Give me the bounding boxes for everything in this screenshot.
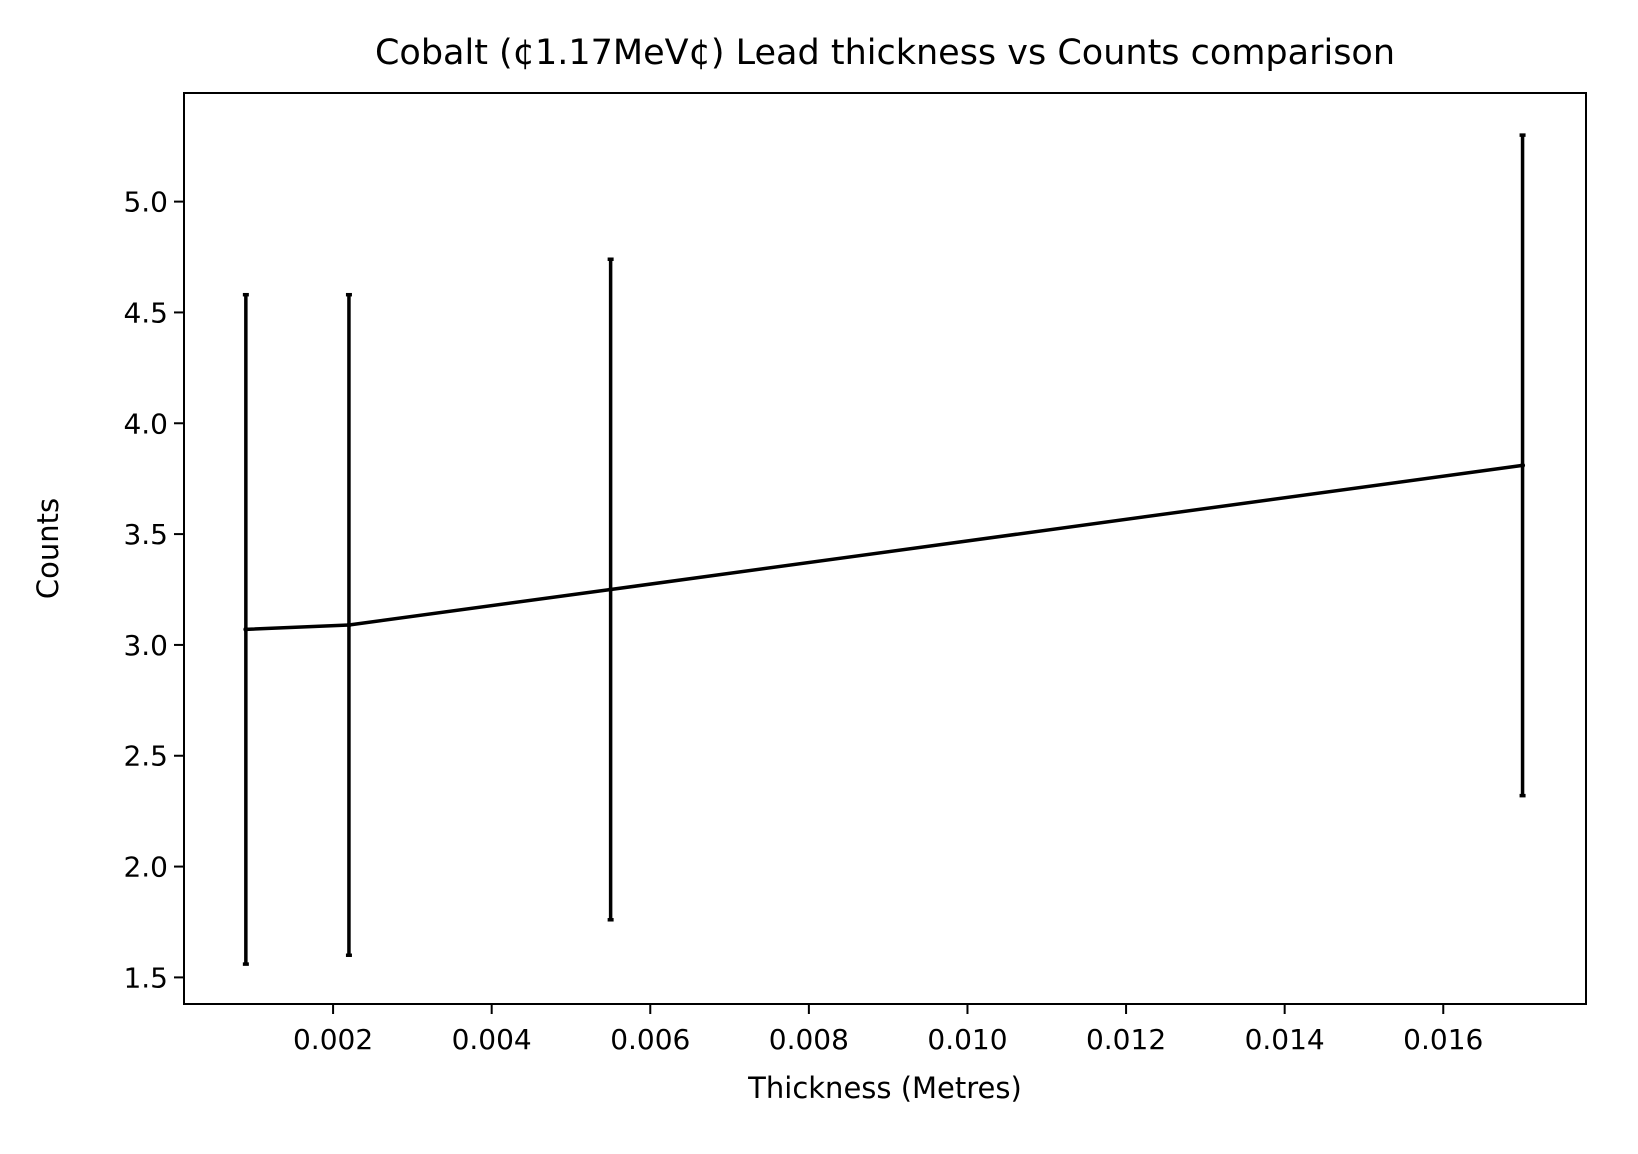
y-tick-label: 3.5 [123,518,168,551]
series-line [245,463,1523,632]
y-tick-label: 4.0 [123,407,168,440]
x-tick-label: 0.012 [1086,1023,1166,1056]
y-tick-label: 5.0 [123,186,168,219]
y-tick-label: 1.5 [123,961,168,994]
x-tick-label: 0.016 [1403,1023,1483,1056]
x-tick-label: 0.004 [452,1023,532,1056]
y-tick-label: 4.5 [123,296,168,329]
x-tick-label: 0.008 [769,1023,849,1056]
data-point [243,626,249,632]
data-series [242,133,1526,966]
x-axis-ticks: 0.002 0.004 0.006 0.008 0.010 0.012 0.014 0.016 [293,1004,1483,1056]
data-point [346,622,352,628]
x-axis-title: Thickness (Metres) [747,1071,1022,1105]
y-tick-label: 3.0 [123,629,168,662]
y-axis-title: Counts [31,498,65,599]
data-point [1520,462,1526,468]
x-tick-label: 0.006 [610,1023,690,1056]
x-tick-label: 0.010 [927,1023,1007,1056]
axes-frame [183,92,1587,1005]
x-tick-label: 0.002 [293,1023,373,1056]
y-tick-label: 2.5 [123,740,168,773]
data-point [608,587,614,593]
chart-title: Cobalt (¢1.17MeV¢) Lead thickness vs Cou… [375,33,1395,73]
y-tick-label: 2.0 [123,851,168,884]
x-tick-label: 0.014 [1245,1023,1325,1056]
y-axis-ticks: 1.5 2.0 2.5 3.0 3.5 4.0 4.5 5.0 [123,186,184,994]
